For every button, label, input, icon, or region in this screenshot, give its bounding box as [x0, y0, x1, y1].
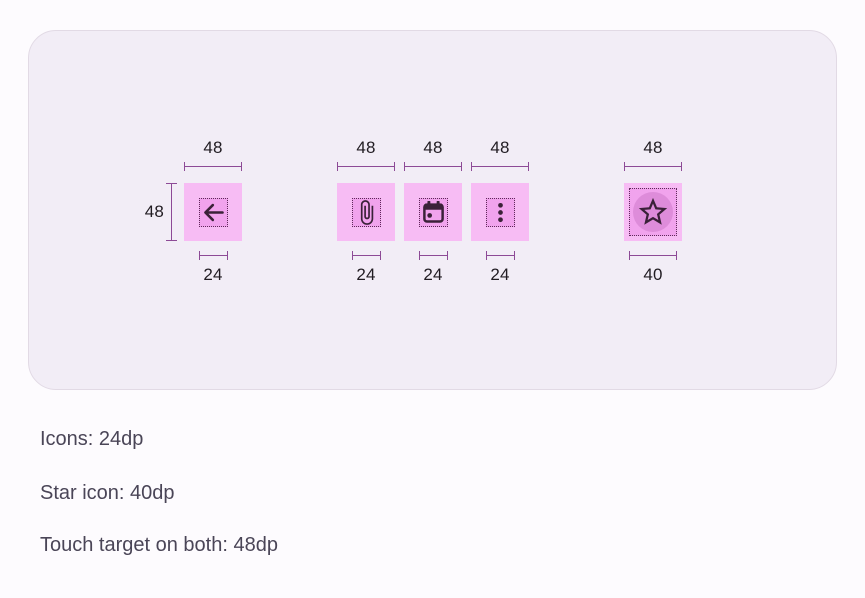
icon-bounds: [485, 197, 515, 227]
ruler-horizontal-24: [198, 251, 228, 260]
attach-file-icon: [360, 199, 373, 225]
arrow-back-icon: [203, 203, 224, 221]
icon-bounds: [351, 197, 381, 227]
ruler-horizontal-48: [624, 162, 682, 171]
icon-bounds: [418, 197, 448, 227]
note-star-size: Star icon: 40dp: [40, 482, 175, 504]
dimension-label-icon: 24: [490, 265, 510, 284]
dimension-label-icon: 24: [423, 265, 443, 284]
figure-more-options-button: 48 24: [471, 138, 529, 285]
dimension-label-touch-target: 48: [490, 138, 510, 157]
touch-target-area: [184, 183, 242, 241]
ruler-horizontal-24: [485, 251, 515, 260]
ruler-horizontal-40: [629, 251, 677, 260]
figure-attach-file-button: 48 24: [337, 138, 395, 285]
figure-star-button: 48 40: [624, 138, 682, 285]
figure-calendar-button: 48 24: [404, 138, 462, 285]
note-icons-size: Icons: 24dp: [40, 428, 144, 450]
touch-target-demo-panel: 48 24 48 48: [28, 30, 837, 390]
touch-target-area: [337, 183, 395, 241]
dimension-label-touch-target: 48: [203, 138, 223, 157]
dimension-label-touch-target: 48: [356, 138, 376, 157]
note-touch-target-size: Touch target on both: 48dp: [40, 534, 278, 556]
more-vert-icon: [497, 202, 503, 222]
dimension-label-touch-target: 48: [643, 138, 663, 157]
dimension-label-touch-target: 48: [423, 138, 443, 157]
dimension-label-icon: 24: [356, 265, 376, 284]
touch-target-area: [404, 183, 462, 241]
ruler-horizontal-48: [404, 162, 462, 171]
dimension-label-height: 48: [144, 202, 164, 221]
icon-bounds: [198, 197, 228, 227]
dimension-label-icon: 24: [203, 265, 223, 284]
star-icon: [638, 197, 668, 225]
ruler-horizontal-48: [337, 162, 395, 171]
ruler-horizontal-24: [351, 251, 381, 260]
touch-target-area: [624, 183, 682, 241]
touch-target-area: [471, 183, 529, 241]
dimension-label-icon: 40: [643, 265, 663, 284]
ruler-horizontal-48: [471, 162, 529, 171]
state-layer-circle: [633, 192, 673, 232]
calendar-icon: [422, 200, 444, 223]
ruler-horizontal-48: [184, 162, 242, 171]
ruler-vertical-48: [166, 183, 177, 241]
ruler-horizontal-24: [418, 251, 448, 260]
figure-back-button: 48 24 48: [145, 138, 242, 285]
icon-bounds: [629, 188, 677, 236]
